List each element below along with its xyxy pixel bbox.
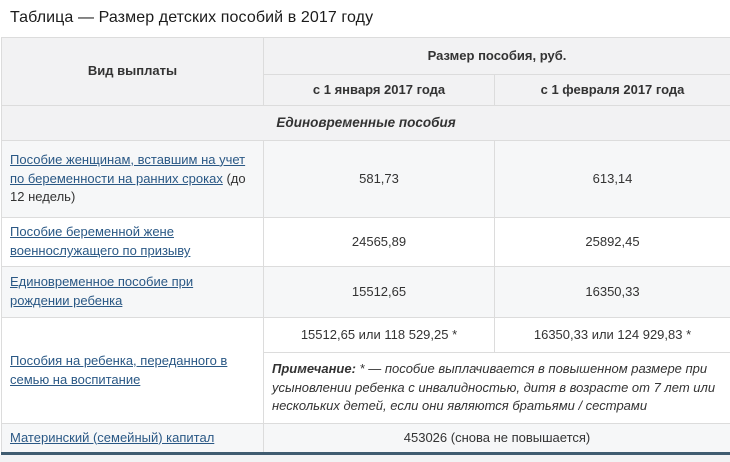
value-february: 16350,33 (493, 266, 730, 318)
note-text: * — пособие выплачивается в повышенном р… (272, 360, 716, 414)
col-header-from-january: с 1 января 2017 года (263, 74, 495, 106)
table-row: Единовременное пособие при рождении ребе… (1, 266, 730, 318)
value-january: 24565,89 (263, 217, 495, 267)
benefits-table: Вид выплаты Размер пособия, руб. с 1 янв… (0, 37, 730, 455)
table-row-note: Примечание: * — пособие выплачивается в … (2, 352, 730, 424)
row-label-cell: Единовременное пособие при рождении ребе… (1, 266, 264, 318)
benefit-early-pregnancy-link[interactable]: Пособие женщинам, вставшим на учет по бе… (10, 151, 246, 186)
benefit-foster-child-link[interactable]: Пособия на ребенка, переданного в семью … (10, 352, 228, 387)
header-row-sub: с 1 января 2017 года с 1 февраля 2017 го… (2, 74, 730, 106)
benefit-military-wife-link[interactable]: Пособие беременной жене военнослужащего … (10, 224, 191, 258)
table-row: Материнский (семейный) капитал 453026 (с… (1, 423, 730, 454)
value-january: 581,73 (263, 140, 495, 218)
row-label-cell: Пособие беременной жене военнослужащего … (1, 217, 264, 267)
row-label-cell: Пособие женщинам, вставшим на учет по бе… (1, 140, 264, 218)
value-january: 15512,65 (263, 266, 495, 318)
page-background-strip (0, 455, 730, 462)
col-header-from-february: с 1 февраля 2017 года (493, 74, 730, 106)
value-combined: 453026 (снова не повышается) (262, 423, 730, 454)
header-row-top: Вид выплаты Размер пособия, руб. (1, 37, 730, 106)
page-title: Таблица — Размер детских пособий в 2017 … (10, 9, 374, 26)
table-row: Пособие беременной жене военнослужащего … (1, 217, 730, 267)
row-label-cell: Материнский (семейный) капитал (1, 423, 264, 454)
value-january: 15512,65 или 118 529,25 * (263, 317, 495, 353)
table-row: Пособия на ребенка, переданного в семью … (1, 317, 730, 424)
table-row: Пособие женщинам, вставшим на учет по бе… (1, 140, 730, 218)
note-cell: Примечание: * — пособие выплачивается в … (262, 352, 730, 424)
section-row: Единовременные пособия (0, 105, 730, 141)
table-header: Вид выплаты Размер пособия, руб. с 1 янв… (1, 37, 730, 106)
row-label-cell: Пособия на ребенка, переданного в семью … (1, 317, 264, 424)
benefit-birth-link[interactable]: Единовременное пособие при рождении ребе… (10, 274, 194, 308)
maternity-capital-link[interactable]: Материнский (семейный) капитал (10, 429, 215, 445)
col-header-payment-type: Вид выплаты (1, 37, 264, 106)
row-label-suffix: (до 12 недель) (10, 170, 246, 205)
value-february: 16350,33 или 124 929,83 * (493, 317, 730, 353)
value-february: 25892,45 (493, 217, 730, 267)
section-header: Единовременные пособия (0, 105, 730, 141)
col-header-benefit-size: Размер пособия, руб. (262, 37, 730, 75)
value-february: 613,14 (493, 140, 730, 218)
note-label: Примечание: (272, 360, 356, 376)
